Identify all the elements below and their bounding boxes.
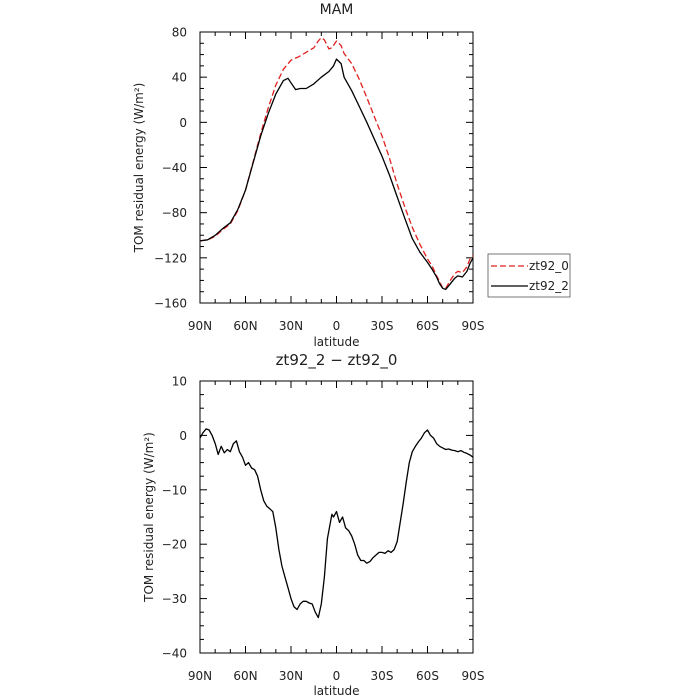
legend-box xyxy=(487,253,571,298)
y-tick-label: 80 xyxy=(172,26,187,40)
y-tick-label: 40 xyxy=(172,71,187,85)
x-tick-label: 90N xyxy=(188,319,212,333)
y-tick-label: −80 xyxy=(162,206,187,220)
y-axis-label: TOM residual energy (W/m²) xyxy=(142,432,156,603)
plot-frame xyxy=(199,31,474,304)
series-line-zt92_2 xyxy=(199,58,474,291)
y-tick-label: −10 xyxy=(162,483,187,497)
x-axis-label: latitude xyxy=(313,684,359,698)
x-tick-label: 60N xyxy=(233,319,257,333)
x-tick-label: 90N xyxy=(188,669,212,683)
chart-title: zt92_2 − zt92_0 xyxy=(276,351,398,370)
x-tick-label: 30N xyxy=(279,319,303,333)
x-tick-label: 0 xyxy=(333,669,341,683)
series-line-zt92_0 xyxy=(199,36,474,289)
y-tick-label: 0 xyxy=(179,116,187,130)
y-tick-label: −120 xyxy=(154,251,187,265)
y-axis-label: TOM residual energy (W/m²) xyxy=(132,83,146,254)
x-axis-label: latitude xyxy=(313,335,359,349)
legend-label: zt92_0 xyxy=(529,259,569,273)
x-tick-label: 90S xyxy=(462,319,485,333)
y-tick-label: −30 xyxy=(162,592,187,606)
x-tick-label: 30S xyxy=(371,319,394,333)
x-tick-label: 30S xyxy=(371,669,394,683)
y-tick-label: −40 xyxy=(162,647,187,661)
x-tick-label: 90S xyxy=(462,669,485,683)
y-tick-label: −40 xyxy=(162,161,187,175)
chart-title: MAM xyxy=(320,2,354,18)
x-tick-label: 0 xyxy=(333,319,341,333)
y-tick-label: 10 xyxy=(172,375,187,389)
plot-frame xyxy=(199,380,474,654)
x-tick-label: 30N xyxy=(279,669,303,683)
y-tick-label: −160 xyxy=(154,297,187,311)
x-tick-label: 60S xyxy=(416,669,439,683)
x-tick-label: 60S xyxy=(416,319,439,333)
y-tick-label: 0 xyxy=(179,429,187,443)
legend-label: zt92_2 xyxy=(529,279,569,293)
y-tick-label: −20 xyxy=(162,538,187,552)
series-line-difference xyxy=(199,428,474,619)
legend: zt92_0 zt92_2 xyxy=(487,253,571,298)
x-tick-label: 60N xyxy=(233,669,257,683)
